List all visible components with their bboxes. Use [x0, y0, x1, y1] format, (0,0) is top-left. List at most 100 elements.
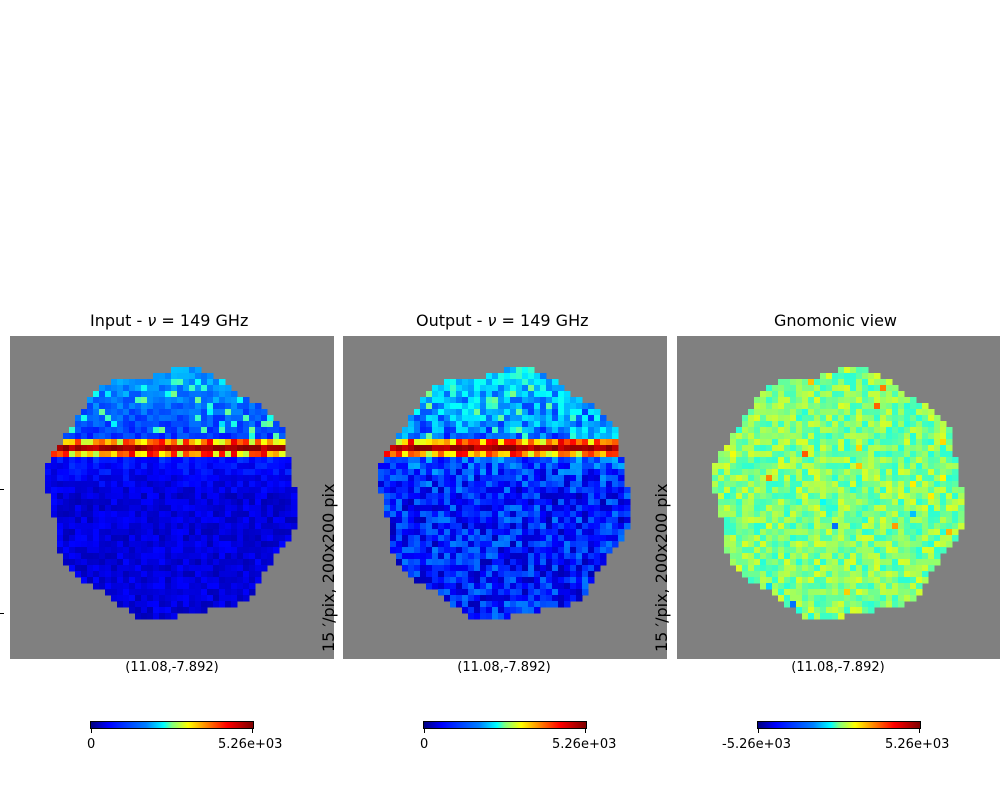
map-pixel	[159, 559, 166, 566]
map-pixel	[814, 457, 821, 464]
map-pixel	[468, 499, 475, 506]
map-pixel	[516, 403, 523, 410]
map-pixel	[135, 547, 142, 554]
map-pixel	[432, 475, 439, 482]
map-pixel	[528, 553, 535, 560]
map-pixel	[75, 481, 82, 488]
map-pixel	[522, 463, 529, 470]
map-pixel	[249, 499, 256, 506]
map-pixel	[129, 463, 136, 470]
map-pixel	[838, 391, 845, 398]
map-pixel	[165, 517, 172, 524]
map-pixel	[784, 493, 791, 500]
map-pixel	[249, 451, 256, 458]
map-pixel	[730, 451, 737, 458]
map-pixel	[105, 565, 112, 572]
map-pixel	[814, 475, 821, 482]
map-pixel	[534, 499, 541, 506]
map-pixel	[820, 535, 827, 542]
map-pixel	[534, 439, 541, 446]
map-pixel	[279, 505, 286, 512]
map-pixel	[147, 529, 154, 536]
map-pixel	[570, 403, 577, 410]
map-pixel	[510, 385, 517, 392]
map-pixel	[426, 469, 433, 476]
map-pixel	[462, 607, 469, 614]
map-pixel	[510, 607, 517, 614]
map-pixel	[516, 535, 523, 542]
title-symbol: ν	[147, 311, 157, 330]
map-pixel	[582, 457, 589, 464]
map-pixel	[432, 415, 439, 422]
map-pixel	[231, 493, 238, 500]
map-pixel	[534, 553, 541, 560]
map-pixel	[147, 379, 154, 386]
map-pixel	[486, 379, 493, 386]
map-pixel	[742, 523, 749, 530]
map-pixel	[195, 487, 202, 494]
map-pixel	[99, 559, 106, 566]
map-pixel	[952, 463, 959, 470]
map-pixel	[862, 373, 869, 380]
map-pixel	[474, 607, 481, 614]
map-pixel	[159, 397, 166, 404]
map-pixel	[778, 487, 785, 494]
map-pixel	[588, 475, 595, 482]
map-pixel	[432, 535, 439, 542]
map-pixel	[916, 457, 923, 464]
map-pixel	[57, 529, 64, 536]
map-pixel	[826, 565, 833, 572]
map-pixel	[886, 547, 893, 554]
map-pixel	[540, 385, 547, 392]
map-pixel	[802, 505, 809, 512]
map-pixel	[504, 571, 511, 578]
map-pixel	[516, 433, 523, 440]
map-pixel	[99, 421, 106, 428]
map-pixel	[808, 547, 815, 554]
map-pixel	[171, 403, 178, 410]
map-pixel	[844, 481, 851, 488]
map-pixel	[267, 421, 274, 428]
map-pixel	[724, 523, 731, 530]
map-pixel	[910, 571, 917, 578]
map-pixel	[99, 433, 106, 440]
map-pixel	[594, 427, 601, 434]
map-pixel	[796, 433, 803, 440]
map-pixel	[129, 601, 136, 608]
map-pixel	[147, 451, 154, 458]
map-pixel	[111, 493, 118, 500]
map-pixel	[87, 439, 94, 446]
map-pixel	[480, 571, 487, 578]
map-pixel	[57, 511, 64, 518]
map-pixel	[778, 439, 785, 446]
map-pixel	[408, 421, 415, 428]
map-pixel	[546, 439, 553, 446]
map-pixel	[612, 499, 619, 506]
map-pixel	[291, 511, 298, 518]
map-pixel	[189, 607, 196, 614]
map-pixel	[934, 505, 941, 512]
map-pixel	[75, 487, 82, 494]
map-pixel	[826, 589, 833, 596]
map-pixel	[255, 451, 262, 458]
map-pixel	[390, 535, 397, 542]
map-pixel	[576, 475, 583, 482]
map-pixel	[600, 541, 607, 548]
map-pixel	[766, 451, 773, 458]
map-pixel	[45, 463, 52, 470]
map-pixel	[99, 445, 106, 452]
map-pixel	[570, 463, 577, 470]
map-pixel	[802, 493, 809, 500]
map-pixel	[492, 577, 499, 584]
map-pixel	[778, 511, 785, 518]
map-pixel	[594, 499, 601, 506]
map-pixel	[213, 559, 220, 566]
map-pixel	[237, 421, 244, 428]
map-pixel	[850, 439, 857, 446]
map-pixel	[177, 583, 184, 590]
map-pixel	[183, 577, 190, 584]
map-pixel	[456, 475, 463, 482]
map-pixel	[904, 445, 911, 452]
cbar-max-output: 5.26e+03	[552, 737, 617, 752]
map-pixel	[552, 421, 559, 428]
